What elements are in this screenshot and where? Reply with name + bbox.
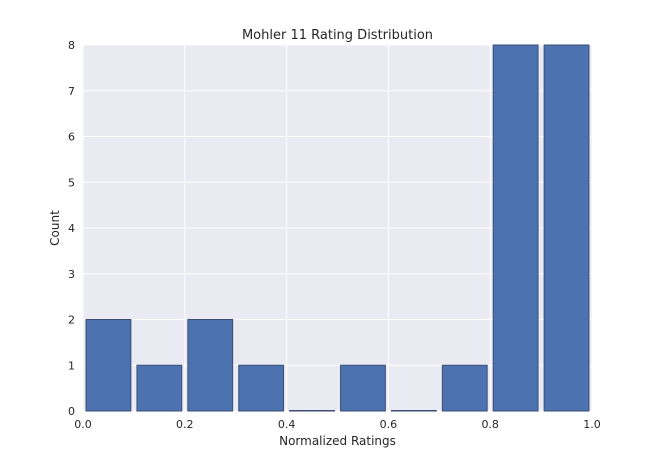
y-tick-label: 8 (68, 39, 75, 52)
x-tick-label: 1.0 (583, 418, 601, 431)
y-tick-label: 7 (68, 85, 75, 98)
x-tick-label: 0.4 (278, 418, 296, 431)
histogram-bar (187, 319, 234, 412)
y-tick-label: 3 (68, 268, 75, 281)
y-tick-label: 6 (68, 131, 75, 144)
x-tick-label: 0.6 (380, 418, 398, 431)
y-tick-label: 5 (68, 176, 75, 189)
x-tick-label: 0.8 (481, 418, 499, 431)
histogram-bar (390, 410, 437, 412)
y-tick-label: 1 (68, 359, 75, 372)
y-tick-label: 2 (68, 314, 75, 327)
chart-title: Mohler 11 Rating Distribution (242, 28, 433, 43)
x-tick-label: 0.0 (74, 418, 92, 431)
x-tick-label: 0.2 (176, 418, 194, 431)
bars (85, 44, 590, 412)
histogram-bar (85, 319, 132, 412)
histogram-bar (543, 44, 590, 412)
histogram-bar (441, 364, 488, 412)
histogram-bar (492, 44, 539, 412)
histogram-bar (340, 364, 386, 412)
x-tick-labels: 0.0 0.2 0.4 0.6 0.8 1.0 (74, 418, 601, 431)
histogram-bar (136, 364, 183, 412)
y-tick-labels: 0 1 2 3 4 5 6 7 8 (68, 39, 75, 418)
y-axis-label: Count (48, 210, 62, 246)
grid-lines (82, 44, 593, 412)
y-tick-label: 4 (68, 222, 75, 235)
x-axis-label: Normalized Ratings (279, 434, 396, 448)
histogram-bar (289, 410, 335, 412)
histogram-bar (238, 364, 285, 412)
y-tick-label: 0 (68, 405, 75, 418)
